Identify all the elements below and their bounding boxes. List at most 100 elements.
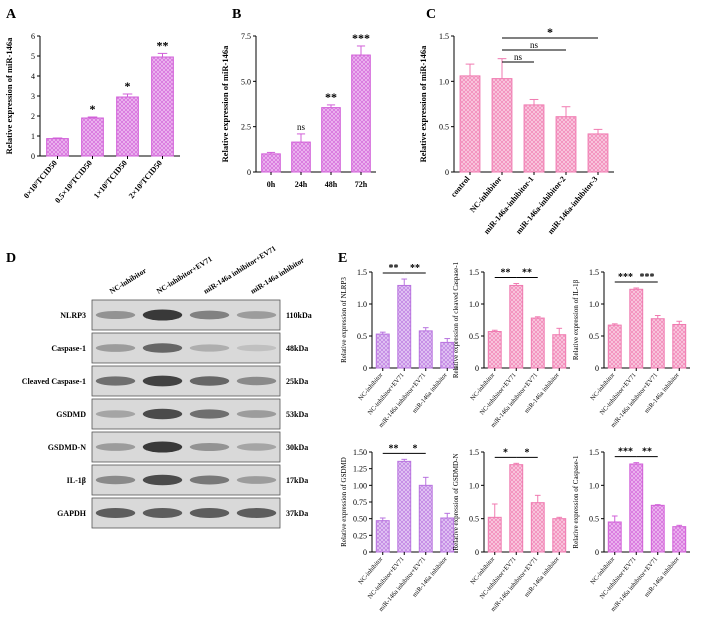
x-tick-label: NC-inhibitor (468, 174, 504, 214)
significance-label: ** (389, 443, 399, 454)
blot-band (142, 508, 183, 518)
y-tick-label: 1.5 (439, 32, 449, 41)
y-tick-label: 0.50 (353, 515, 367, 524)
significance-label: * (413, 443, 418, 454)
lane-label: miR-146a inhibitor+EV71 (202, 244, 278, 296)
bar (418, 330, 433, 369)
bar (607, 324, 622, 369)
blot-kda-label: 37kDa (286, 509, 308, 518)
blot-kda-label: 110kDa (286, 311, 312, 320)
chart-b: 0 2.5 5.0 7.5 Relative expression of miR-146… (220, 31, 376, 189)
y-tick-label: 0 (595, 364, 599, 373)
bar (46, 138, 69, 157)
blot-band (95, 508, 136, 518)
x-tick-label: 0h (267, 180, 276, 189)
x-tick-label: 24h (295, 180, 308, 189)
significance-label: ** (501, 268, 511, 279)
bar (650, 504, 665, 553)
blot-band (189, 376, 230, 386)
bar (650, 318, 665, 369)
bar (116, 96, 139, 157)
bar (587, 133, 609, 173)
x-tick-label: 48h (325, 180, 338, 189)
x-tick-label: control (449, 174, 472, 199)
blot-band (142, 343, 183, 353)
blot-kda-label: 53kDa (286, 410, 308, 419)
blot-band (236, 476, 277, 484)
lane-label: NC-inhibitor (108, 266, 149, 296)
blot-band (95, 376, 136, 386)
bar (552, 518, 567, 553)
y-tick-label: 0.5 (589, 332, 599, 341)
y-axis-label: Relative expression of miR-146a (220, 45, 230, 162)
blot-row-label: GAPDH (57, 509, 87, 518)
blot-band (236, 508, 277, 518)
blot-band (189, 442, 230, 452)
blot-band (236, 344, 277, 352)
panel-letter-d: D (6, 251, 16, 266)
x-tick-label: 0×10⁵TCID50 (22, 159, 59, 201)
y-tick-label: 0.5 (357, 332, 367, 341)
y-tick-label: 1.0 (469, 300, 479, 309)
significance-label: *** (618, 447, 633, 458)
y-axis-label: Relative expression of GSDMD (340, 457, 348, 547)
bar (397, 460, 412, 553)
y-axis-label: Relative expression of Caspase-1 (572, 455, 580, 549)
bar (509, 284, 524, 369)
y-tick-label: 1.0 (357, 300, 367, 309)
bar (629, 288, 644, 369)
significance-label: * (90, 102, 96, 116)
y-tick-label: 0.5 (439, 123, 449, 132)
y-axis-label: Relative expression of IL-1β (572, 279, 580, 360)
bar (291, 141, 311, 173)
bar (487, 331, 502, 369)
blot-row-label: Caspase-1 (51, 344, 86, 353)
bar (491, 78, 513, 173)
blot-band (142, 474, 183, 486)
y-tick-label: 0 (595, 548, 599, 557)
blot-band (189, 409, 230, 419)
y-tick-label: 2 (31, 112, 35, 121)
bar (672, 526, 687, 553)
bar (552, 334, 567, 369)
significance-label: *** (640, 272, 655, 283)
y-axis-label: Relative expression of NLRP3 (340, 277, 348, 363)
bar (261, 153, 281, 173)
bar (629, 463, 644, 553)
significance-label: ** (522, 268, 532, 279)
blot-band (189, 475, 230, 485)
y-tick-label: 1.5 (589, 268, 599, 277)
blot-band (189, 344, 230, 352)
y-tick-label: 2.5 (241, 123, 251, 132)
blot-band (142, 375, 183, 387)
y-tick-label: 1.5 (469, 268, 479, 277)
y-tick-label: 1.0 (589, 300, 599, 309)
blot-row-label: IL-1β (67, 476, 86, 485)
bar (81, 117, 104, 157)
y-tick-label: 5.0 (241, 77, 251, 86)
blot-row-label: Cleaved Caspase-1 (22, 377, 86, 386)
x-tick-label: 0.5×10⁵TCID50 (53, 159, 94, 205)
y-tick-label: 7.5 (241, 32, 251, 41)
significance-label: * (547, 25, 553, 39)
blot-row-label: NLRP3 (60, 311, 86, 320)
bar (397, 284, 412, 369)
y-tick-label: 0.75 (353, 498, 367, 507)
x-tick-label: 72h (355, 180, 368, 189)
bar (151, 56, 174, 157)
blot-band (142, 408, 183, 420)
panel-letter-e: E (338, 251, 347, 266)
y-tick-label: 4 (31, 72, 35, 81)
blot-row-label: GSDMD (56, 410, 86, 419)
blot-band (95, 310, 136, 320)
bar (530, 317, 545, 369)
significance-label: ** (642, 447, 652, 458)
y-tick-label: 0 (363, 548, 367, 557)
significance-label: ** (157, 38, 169, 52)
blot-band (236, 311, 277, 319)
bar (509, 464, 524, 553)
blot-kda-label: 30kDa (286, 443, 308, 452)
